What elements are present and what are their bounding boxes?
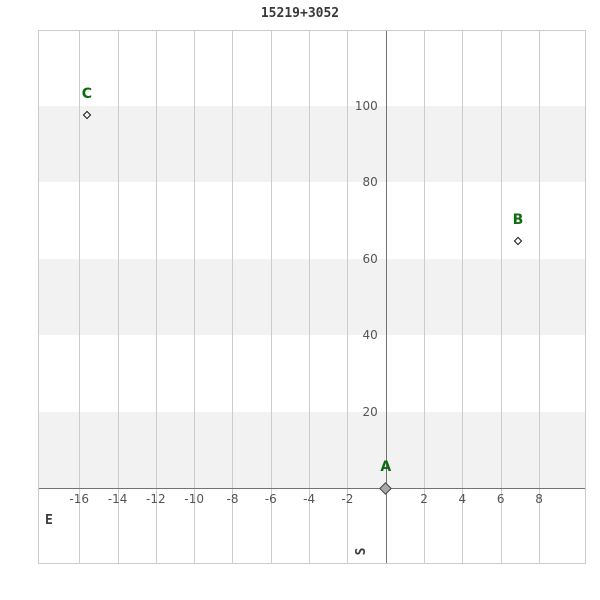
chart-title: 15219+3052 xyxy=(260,6,340,21)
x-tick-label: -2 xyxy=(341,492,354,507)
gridline-x xyxy=(79,31,81,563)
gridline-x xyxy=(117,31,119,563)
gridline-x xyxy=(500,31,502,563)
x-tick-label: -14 xyxy=(107,492,128,507)
x-tick-label: -4 xyxy=(303,492,316,507)
shaded-band xyxy=(39,105,585,183)
x-tick-label: -6 xyxy=(264,492,277,507)
point-label-C: C xyxy=(81,86,93,103)
x-axis-line xyxy=(39,488,585,490)
y-tick-label: 60 xyxy=(362,251,378,266)
x-tick-label: -10 xyxy=(184,492,204,507)
y-tick-label: 40 xyxy=(362,328,378,343)
point-marker-B xyxy=(513,236,523,246)
x-tick-label: -8 xyxy=(226,492,239,507)
y-axis-label: S xyxy=(354,547,369,556)
y-axis-line xyxy=(385,31,387,563)
x-tick-label: 6 xyxy=(496,492,505,507)
gridline-x xyxy=(309,31,311,563)
gridline-x xyxy=(462,31,464,563)
point-label-A: A xyxy=(380,459,392,476)
gridline-x xyxy=(270,31,272,563)
plot-area: E S -16 -14 -12 -10 -8 -6 -4 -2 2 4 6 8 20 40 60 80 100 A… xyxy=(38,30,586,564)
y-tick-label: 100 xyxy=(354,98,378,113)
x-tick-label: 4 xyxy=(458,492,467,507)
gridline-x xyxy=(539,31,541,563)
x-tick-label: -16 xyxy=(69,492,90,507)
x-tick-label: 2 xyxy=(420,492,428,507)
y-tick-label: 20 xyxy=(362,404,378,419)
shaded-band xyxy=(39,411,585,489)
shaded-band xyxy=(39,258,585,336)
gridline-x xyxy=(424,31,426,563)
gridline-x xyxy=(347,31,349,563)
x-tick-label: 8 xyxy=(535,492,543,507)
x-tick-label: -12 xyxy=(146,492,166,507)
point-label-B: B xyxy=(512,211,524,228)
x-axis-label: E xyxy=(45,513,53,528)
gridline-x xyxy=(155,31,157,563)
gridline-x xyxy=(194,31,196,563)
y-tick-label: 80 xyxy=(362,175,378,190)
gridline-x xyxy=(232,31,234,563)
